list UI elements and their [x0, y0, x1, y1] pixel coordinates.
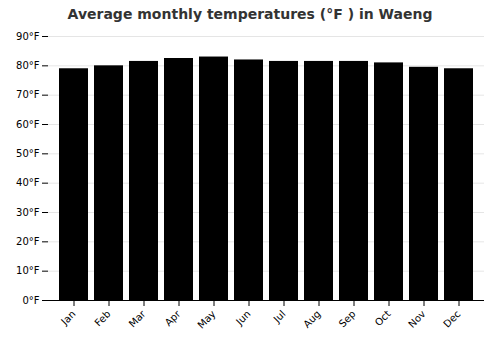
svg-text:Dec: Dec — [441, 308, 462, 329]
html-text:Average monthly temperatures (: Average monthly temperatures (°F ) in Wa… — [67, 6, 433, 22]
svg-text:Nov: Nov — [406, 308, 428, 330]
svg-text:10°F: 10°F — [16, 265, 40, 276]
svg-text:Aug: Aug — [301, 308, 323, 330]
svg-text:80°F: 80°F — [16, 60, 40, 71]
svg-text:60°F: 60°F — [16, 119, 40, 130]
svg-text:90°F: 90°F — [16, 31, 40, 42]
svg-text:50°F: 50°F — [16, 148, 40, 159]
svg-text:May: May — [195, 308, 217, 330]
svg-text:70°F: 70°F — [16, 89, 40, 100]
svg-text:Sep: Sep — [337, 308, 358, 329]
svg-text:20°F: 20°F — [16, 236, 40, 247]
svg-text:30°F: 30°F — [16, 207, 40, 218]
svg-text:40°F: 40°F — [16, 177, 40, 188]
svg-text:Oct: Oct — [373, 308, 393, 328]
svg-text:Jan: Jan — [58, 308, 77, 327]
svg-text:Feb: Feb — [92, 308, 112, 328]
svg-text:Jul: Jul — [271, 308, 288, 325]
svg-text:Jun: Jun — [233, 308, 253, 328]
svg-text:Apr: Apr — [163, 308, 184, 329]
svg-text:Mar: Mar — [127, 308, 149, 330]
svg-text:0°F: 0°F — [22, 295, 39, 306]
